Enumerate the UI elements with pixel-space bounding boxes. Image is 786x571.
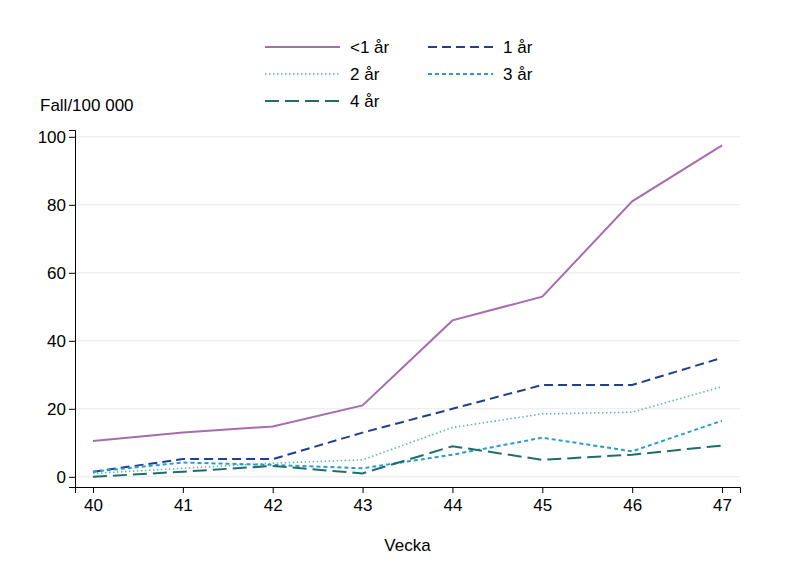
y-tick-label: 80	[47, 196, 66, 215]
y-tick-label: 20	[47, 400, 66, 419]
x-tick-mark	[722, 487, 723, 493]
grid-line	[75, 476, 740, 477]
grid-line	[75, 136, 740, 137]
y-tick-mark	[69, 205, 75, 206]
legend-swatch	[265, 46, 340, 48]
x-tick: 41	[174, 487, 193, 515]
legend-label: <1 år	[350, 38, 390, 57]
x-tick: 44	[443, 487, 462, 515]
x-tick-label: 43	[354, 496, 373, 515]
x-tick-label: 46	[623, 496, 642, 515]
y-tick: 60	[47, 264, 75, 283]
x-tick-mark	[452, 487, 453, 493]
grid	[75, 137, 740, 477]
chart: 0 20 40 60 80 100 40 41 42 43 44 45 46 47 Fall/100 000…	[0, 0, 786, 571]
series-line	[93, 387, 722, 474]
y-tick-mark	[69, 137, 75, 138]
y-tick-mark	[69, 477, 75, 478]
plot-area: 0 20 40 60 80 100 40 41 42 43 44 45 46 47	[38, 128, 741, 516]
x-tick-mark	[542, 487, 543, 493]
y-tick: 20	[47, 400, 75, 419]
grid-line	[75, 204, 740, 205]
legend-item: 3 år	[428, 65, 533, 84]
legend-swatch	[428, 73, 493, 75]
y-tick-label: 100	[38, 128, 66, 147]
legend-item: 2 år	[265, 65, 380, 84]
x-tick-mark	[632, 487, 633, 493]
legend: <1 år 1 år 2 år 3 år 4 år	[265, 38, 533, 111]
x-axis-title: Vecka	[384, 536, 431, 555]
x-tick-label: 41	[174, 496, 193, 515]
legend-label: 2 år	[350, 65, 380, 84]
x-tick: 42	[264, 487, 283, 515]
legend-item: 4 år	[265, 92, 380, 111]
y-axis: 0 20 40 60 80 100	[38, 128, 76, 488]
series-line	[93, 421, 722, 472]
series-line	[93, 145, 722, 441]
y-tick-label: 60	[47, 264, 66, 283]
grid-line	[75, 272, 740, 273]
x-tick: 47	[713, 487, 732, 515]
y-tick-mark	[69, 341, 75, 342]
legend-swatch	[265, 100, 340, 102]
y-tick-mark	[69, 409, 75, 410]
x-tick: 43	[354, 487, 373, 515]
y-axis-line	[69, 131, 76, 488]
legend-swatch	[428, 46, 493, 48]
legend-swatch	[265, 73, 340, 75]
series-line	[93, 446, 722, 477]
y-axis-title: Fall/100 000	[40, 96, 134, 115]
grid-line	[75, 340, 740, 341]
legend-label: 4 år	[350, 92, 380, 111]
x-tick-label: 44	[443, 496, 462, 515]
y-tick: 80	[47, 196, 75, 215]
grid-line	[75, 408, 740, 409]
x-tick-mark	[363, 487, 364, 493]
y-tick: 40	[47, 332, 75, 351]
y-tick: 0	[57, 468, 75, 487]
x-tick-mark	[183, 487, 184, 493]
y-tick: 100	[38, 128, 75, 147]
x-tick: 40	[84, 487, 103, 515]
x-tick-label: 45	[533, 496, 552, 515]
legend-label: 1 år	[503, 38, 533, 57]
legend-item: 1 år	[428, 38, 533, 57]
y-tick-label: 40	[47, 332, 66, 351]
y-tick-mark	[69, 273, 75, 274]
x-tick-label: 40	[84, 496, 103, 515]
legend-label: 3 år	[503, 65, 533, 84]
x-tick-mark	[273, 487, 274, 493]
x-tick: 45	[533, 487, 552, 515]
x-axis: 40 41 42 43 44 45 46 47	[76, 487, 741, 515]
x-tick-label: 42	[264, 496, 283, 515]
x-tick-mark	[93, 487, 94, 493]
x-axis-line	[76, 488, 741, 494]
lines	[93, 145, 722, 477]
x-tick: 46	[623, 487, 642, 515]
legend-item: <1 år	[265, 38, 390, 57]
x-tick-label: 47	[713, 496, 732, 515]
y-tick-label: 0	[57, 468, 66, 487]
